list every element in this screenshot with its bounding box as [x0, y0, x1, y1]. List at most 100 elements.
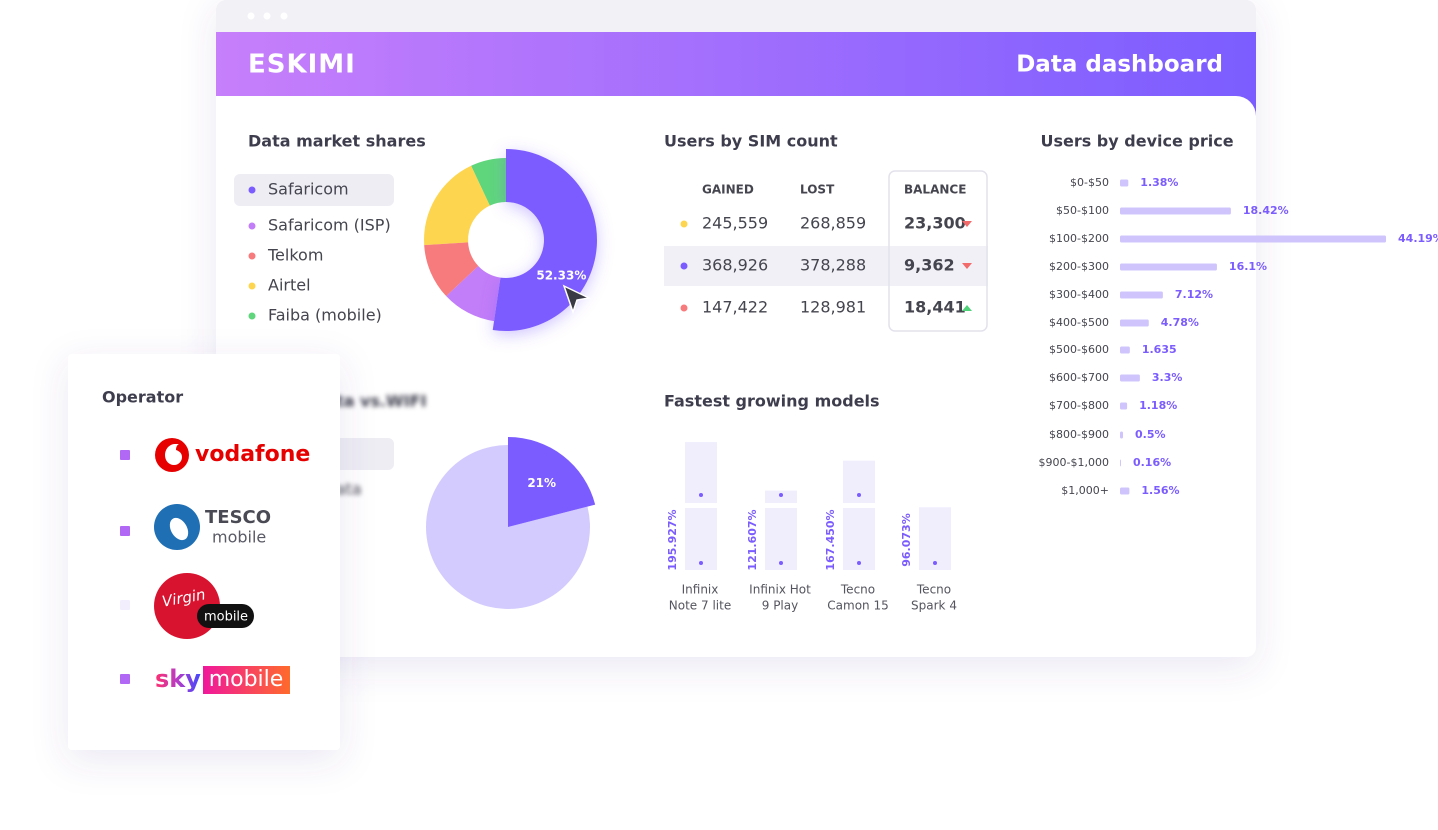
legend-label[interactable]: Faiba (mobile): [268, 306, 382, 325]
donut-slice[interactable]: [471, 158, 506, 206]
legend-label[interactable]: Telkom: [267, 246, 323, 265]
value-label: 44.19%: [1398, 232, 1438, 245]
legend-highlight: [234, 174, 394, 206]
category-label: Tecno: [916, 583, 951, 597]
column-dot: [699, 493, 703, 497]
bar: [1120, 207, 1231, 215]
pie-slice[interactable]: [425, 445, 590, 609]
bar: [1120, 402, 1128, 410]
column-dot: [779, 561, 783, 565]
operator-logo-sub: mobile: [209, 667, 284, 692]
bar: [1120, 235, 1387, 243]
value-label: 1.38%: [1140, 176, 1178, 189]
operator-card: Operator vodafone TESCO mobile Virgin mo…: [68, 354, 340, 750]
bar: [1120, 431, 1124, 439]
legend-dot: [248, 186, 256, 194]
row-dot: [680, 220, 688, 228]
bar: [1120, 374, 1140, 382]
column-gap: [764, 503, 798, 508]
window-dot: [280, 12, 288, 20]
legend-label[interactable]: Safaricom: [268, 180, 349, 199]
legend-label[interactable]: Safaricom (ISP): [268, 216, 391, 235]
category-label: $0-$50: [1070, 176, 1109, 189]
donut-slice[interactable]: [424, 165, 490, 246]
category-label: Infinix Hot: [749, 583, 811, 597]
category-label: $400-$500: [1049, 316, 1109, 329]
value-label: 0.16%: [1133, 456, 1171, 469]
table-cell: 128,981: [800, 298, 866, 317]
table-cell: 147,422: [702, 298, 768, 317]
column-header: BALANCE: [904, 183, 966, 197]
category-label: $200-$300: [1049, 260, 1109, 273]
section-title: Users by device price: [1040, 132, 1233, 151]
cursor: [562, 284, 592, 315]
legend-dot: [248, 252, 256, 260]
legend-dot: [248, 312, 256, 320]
logo-pill: [197, 604, 254, 628]
bar: [1120, 263, 1217, 271]
category-label: Spark 4: [911, 599, 957, 613]
browser-bar: [216, 0, 1256, 32]
value-label: 7.12%: [1175, 288, 1213, 301]
logo-mark: [165, 444, 182, 465]
trend-arrow: [962, 221, 972, 227]
column-gap: [684, 503, 718, 508]
donut-slice[interactable]: [424, 242, 479, 297]
operator-logo: TESCO: [205, 507, 271, 528]
category-label: $300-$400: [1049, 288, 1109, 301]
operator-logo: vodafone: [195, 442, 310, 467]
donut-slice[interactable]: [446, 266, 501, 322]
slice-label: 52.33%: [536, 268, 586, 282]
column-dot: [699, 561, 703, 565]
checkbox[interactable]: [120, 450, 130, 460]
legend-label[interactable]: Airtel: [268, 276, 311, 295]
table-cell: 378,288: [800, 256, 866, 275]
card-background: [68, 354, 340, 750]
operator-logo: sky: [155, 665, 201, 693]
trend-arrow: [962, 263, 972, 269]
column: [765, 490, 797, 570]
header-corner: [1236, 96, 1256, 116]
value-label: 18.42%: [1243, 204, 1289, 217]
operator-logo-sub: mobile: [212, 528, 266, 547]
checkbox[interactable]: [120, 674, 130, 684]
checkbox[interactable]: [120, 600, 130, 610]
value-label: 1.18%: [1139, 399, 1177, 412]
value-label: 96.073%: [900, 513, 913, 566]
row-dot: [680, 262, 688, 270]
legend-dot: [248, 222, 256, 230]
donut-slice[interactable]: [492, 149, 598, 331]
pie-slice[interactable]: [508, 437, 596, 527]
bar: [1120, 179, 1129, 187]
header-bar: [216, 32, 1256, 96]
column-gap: [842, 503, 876, 508]
table-cell: 268,859: [800, 214, 866, 233]
column-header: LOST: [800, 183, 835, 197]
category-label: Camon 15: [827, 599, 888, 613]
category-label: $700-$800: [1049, 399, 1109, 412]
category-label: Note 7 lite: [669, 599, 731, 613]
category-label: $900-$1,000: [1039, 456, 1109, 469]
column-dot: [779, 493, 783, 497]
slice-label: 21%: [527, 476, 556, 490]
operator-logo-sub: mobile: [204, 610, 248, 625]
checkbox[interactable]: [120, 526, 130, 536]
category-label: $600-$700: [1049, 371, 1109, 384]
section-title: Fastest growing models: [664, 392, 880, 411]
column-dot: [933, 561, 937, 565]
category-label: $500-$600: [1049, 343, 1109, 356]
column-dot: [857, 561, 861, 565]
row-dot: [680, 304, 688, 312]
section-title: Users by SIM count: [664, 132, 838, 151]
category-label: $100-$200: [1049, 232, 1109, 245]
table-cell: 23,300: [904, 214, 966, 233]
column: [843, 460, 875, 570]
logo: ESKIMI: [248, 50, 356, 80]
bar: [1120, 319, 1149, 327]
window-dot: [247, 12, 255, 20]
value-label: 1.635: [1142, 343, 1177, 356]
table-cell: 368,926: [702, 256, 768, 275]
balance-box: [888, 170, 988, 332]
bar: [1120, 291, 1163, 299]
